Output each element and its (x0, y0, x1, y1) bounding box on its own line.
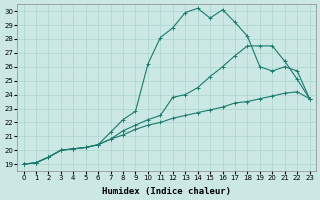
X-axis label: Humidex (Indice chaleur): Humidex (Indice chaleur) (102, 187, 231, 196)
